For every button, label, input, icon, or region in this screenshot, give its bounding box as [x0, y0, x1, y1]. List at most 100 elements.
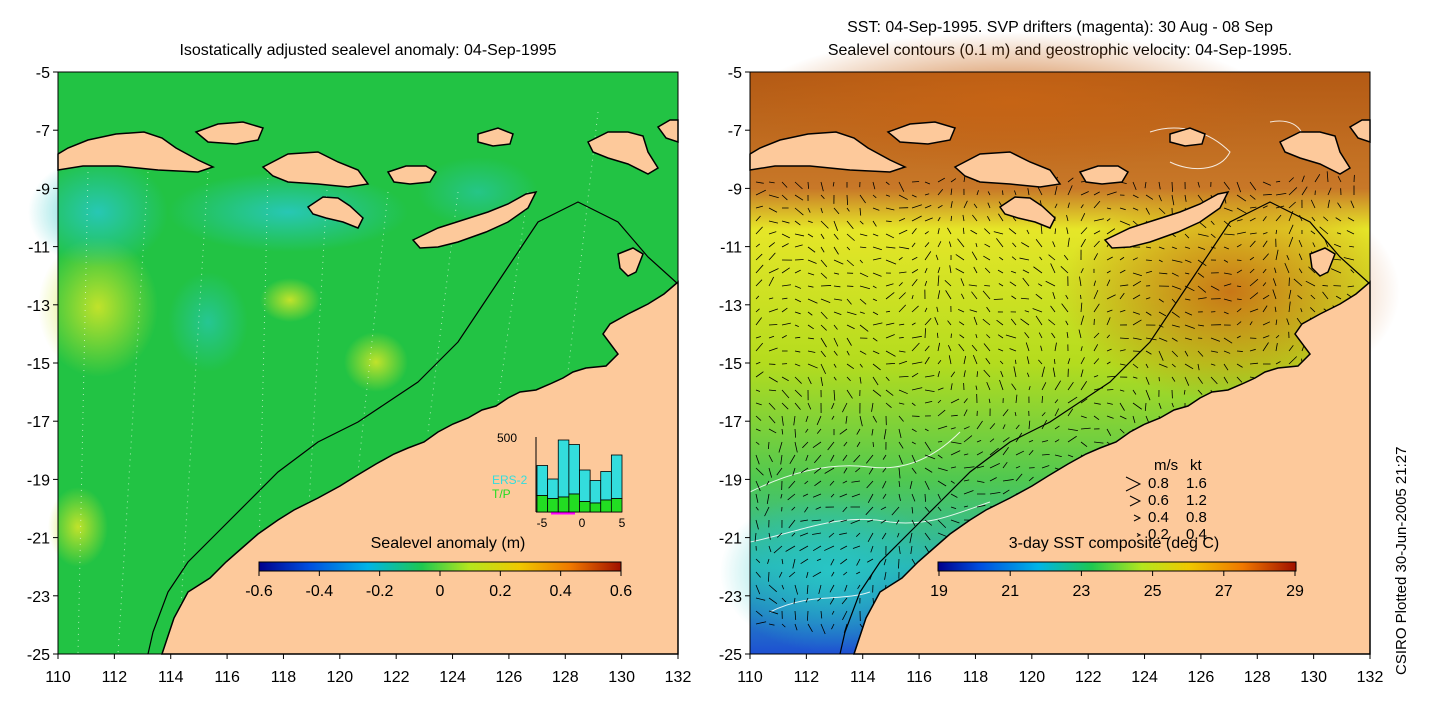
velocity-vector: [950, 450, 961, 456]
velocity-vector: [1054, 439, 1060, 443]
velocity-vector: [1106, 218, 1111, 222]
velocity-vector: [831, 623, 835, 630]
inset-bar-tp: [568, 493, 580, 513]
velocity-vector: [805, 597, 809, 603]
velocity-vector: [1236, 194, 1247, 202]
velocity-vector: [1236, 350, 1243, 352]
velocity-vector: [1012, 242, 1017, 248]
velocity-vector: [812, 493, 822, 498]
sla-high-patch: [260, 278, 320, 322]
velocity-vector: [924, 204, 932, 209]
velocity-vector: [755, 189, 766, 196]
velocity-vector: [807, 298, 818, 304]
velocity-vector: [1275, 192, 1287, 196]
velocity-vector: [859, 415, 863, 427]
velocity-vector: [755, 336, 761, 339]
velocity-vector: [781, 428, 784, 435]
velocity-vector: [1041, 453, 1050, 456]
velocity-vector: [1249, 181, 1257, 191]
velocity-vector: [924, 441, 932, 452]
velocity-vector: [768, 297, 774, 300]
velocity-vector: [937, 228, 940, 235]
velocity-vector: [1262, 181, 1271, 186]
velocity-vector: [950, 493, 958, 498]
velocity-vector: [1054, 203, 1058, 209]
velocity-vector: [950, 427, 956, 430]
velocity-vector: [885, 246, 896, 249]
velocity-vector: [1236, 269, 1243, 274]
velocity-vector: [804, 506, 809, 513]
velocity-vector: [1184, 194, 1187, 202]
velocity-vector: [1197, 246, 1206, 250]
velocity-vector: [937, 267, 941, 274]
velocity-vector: [1008, 228, 1017, 235]
velocity-legend-kt: 0.8: [1186, 509, 1207, 526]
velocity-vector: [1262, 335, 1270, 339]
velocity-vector: [1080, 238, 1086, 248]
velocity-vector: [1002, 437, 1010, 443]
velocity-vector: [1106, 228, 1116, 235]
velocity-vector: [1144, 181, 1147, 189]
lat-tick-label: -5: [728, 65, 742, 82]
velocity-vector: [958, 321, 965, 326]
velocity-vector: [898, 428, 902, 439]
velocity-vector: [839, 532, 848, 535]
velocity-vector: [937, 454, 943, 459]
velocity-vector: [948, 241, 952, 248]
velocity-vector: [1093, 375, 1099, 378]
velocity-vector: [844, 584, 848, 592]
velocity-vector: [984, 243, 991, 248]
velocity-vector: [1053, 358, 1056, 365]
lon-tick-label: 122: [1075, 669, 1102, 686]
sla-low-patch: [168, 172, 408, 252]
velocity-legend-arrow: [1129, 495, 1142, 507]
velocity-vector: [1028, 476, 1034, 482]
velocity-vector: [1002, 447, 1009, 456]
velocity-vector: [1028, 386, 1031, 391]
velocity-vector: [1093, 191, 1100, 196]
velocity-vector: [1249, 362, 1259, 365]
velocity-vector: [1093, 230, 1101, 235]
inset-bar-tp: [547, 498, 559, 513]
velocity-vector: [865, 506, 874, 516]
velocity-vector: [833, 363, 837, 368]
velocity-vector: [1272, 278, 1277, 287]
lat-tick-label: -23: [27, 589, 50, 606]
velocity-vector: [1132, 402, 1142, 410]
velocity-vector: [924, 467, 933, 473]
lon-tick-label: 110: [45, 669, 71, 686]
velocity-vector: [781, 376, 789, 382]
velocity-vector: [976, 420, 983, 430]
velocity-vector: [880, 506, 887, 511]
velocity-vector: [832, 181, 835, 187]
velocity-vector: [1184, 233, 1190, 239]
velocity-vector: [924, 532, 931, 541]
velocity-vector: [794, 441, 798, 453]
velocity-vector: [1298, 268, 1303, 274]
velocity-vector: [1052, 291, 1056, 300]
velocity-vector: [1106, 334, 1111, 339]
velocity-vector: [866, 558, 874, 563]
velocity-vector: [1249, 278, 1259, 287]
velocity-vector: [1171, 259, 1183, 263]
velocity-vector: [976, 504, 986, 508]
velocity-vector: [806, 571, 809, 579]
velocity-vector: [1184, 246, 1191, 249]
velocity-vector: [1026, 372, 1030, 378]
lat-tick-label: -21: [27, 531, 50, 548]
velocity-vector: [1288, 345, 1294, 352]
velocity-vector: [811, 519, 822, 522]
velocity-vector: [872, 194, 877, 199]
velocity-vector: [1106, 361, 1111, 365]
velocity-vector: [1309, 307, 1316, 313]
velocity-vector: [842, 610, 848, 621]
velocity-vector: [1132, 207, 1139, 211]
velocity-vector: [1041, 395, 1044, 404]
sla-colorbar: Sealevel anomaly (m) -0.6 -0.4 -0.2 0 0.2 0.4…: [245, 535, 632, 600]
velocity-vector: [972, 214, 978, 222]
velocity-vector: [936, 332, 939, 339]
velocity-vector: [865, 454, 874, 464]
velocity-vector: [911, 322, 916, 326]
velocity-vector: [950, 441, 962, 445]
velocity-vector: [872, 415, 878, 423]
